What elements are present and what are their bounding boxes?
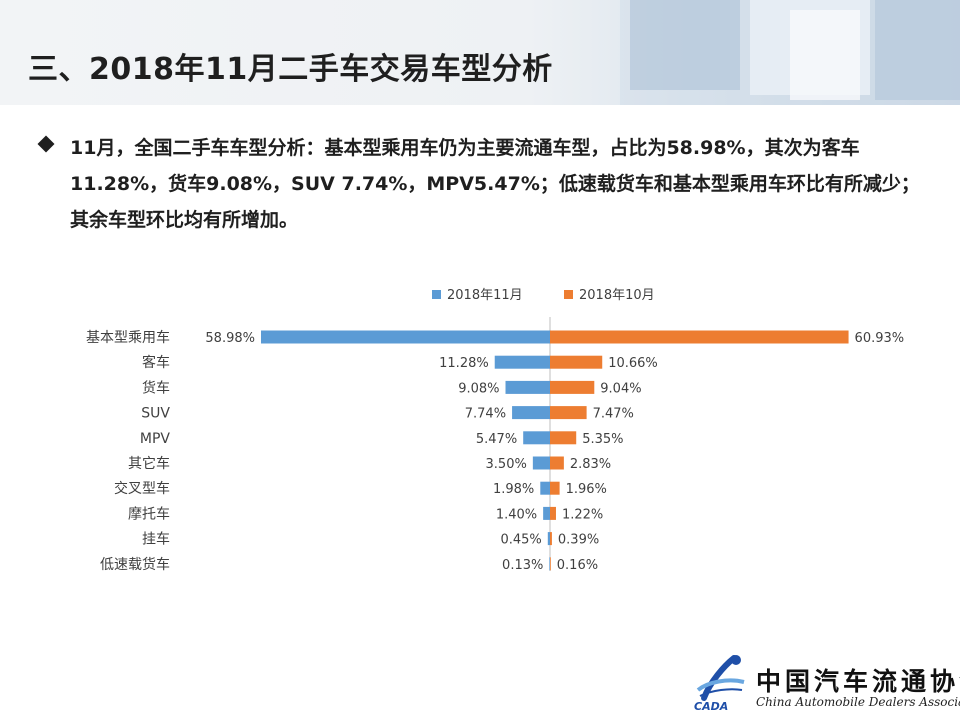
- bar-oct: [550, 481, 560, 495]
- data-label-nov: 0.13%: [502, 558, 543, 573]
- bar-nov: [543, 506, 550, 520]
- bar-oct: [550, 380, 595, 394]
- bar-oct: [550, 532, 552, 546]
- bar-oct: [550, 456, 564, 470]
- data-label-nov: 9.08%: [458, 381, 499, 396]
- data-label-oct: 9.04%: [600, 381, 641, 396]
- logo-text: CADA: [694, 700, 728, 712]
- data-label-nov: 1.98%: [493, 482, 534, 497]
- data-label-nov: 58.98%: [205, 331, 255, 346]
- bar-nov: [505, 380, 550, 394]
- bar-nov: [260, 330, 550, 344]
- data-label-nov: 11.28%: [439, 356, 489, 371]
- category-label: 基本型乘用车: [86, 329, 170, 346]
- legend-swatch-1: [564, 290, 573, 299]
- data-label-oct: 0.16%: [557, 558, 598, 573]
- category-label: MPV: [140, 431, 171, 447]
- bar-nov: [547, 532, 550, 546]
- bar-oct: [550, 431, 577, 445]
- summary-text: 11月，全国二手车车型分析：基本型乘用车仍为主要流通车型，占比为58.98%，其…: [70, 137, 920, 231]
- category-label: 交叉型车: [114, 480, 170, 497]
- data-label-oct: 10.66%: [608, 356, 658, 371]
- bar-nov: [523, 431, 550, 445]
- bar-nov: [494, 355, 550, 369]
- header-decoration: [620, 0, 960, 105]
- category-label: 货车: [142, 379, 170, 396]
- legend-label-1: 2018年10月: [579, 288, 655, 303]
- bar-nov: [549, 557, 550, 571]
- data-label-nov: 0.45%: [500, 533, 541, 548]
- data-label-nov: 5.47%: [476, 432, 517, 447]
- category-label: 挂车: [142, 531, 170, 548]
- bar-nov: [540, 481, 550, 495]
- category-label: 低速载货车: [100, 556, 170, 573]
- category-label: 其它车: [128, 455, 170, 472]
- bar-oct: [550, 406, 587, 420]
- bar-oct: [550, 557, 551, 571]
- bar-nov: [532, 456, 550, 470]
- data-label-oct: 0.39%: [558, 533, 599, 548]
- category-label: 客车: [142, 354, 170, 371]
- header-banner: 三、2018年11月二手车交易车型分析: [0, 0, 960, 105]
- legend-label-0: 2018年11月: [447, 288, 523, 303]
- data-label-oct: 60.93%: [855, 331, 905, 346]
- data-label-oct: 1.22%: [562, 507, 603, 522]
- data-label-oct: 2.83%: [570, 457, 611, 472]
- data-label-nov: 3.50%: [486, 457, 527, 472]
- data-label-nov: 7.74%: [465, 407, 506, 422]
- org-name-en: China Automobile Dealers Association: [756, 695, 960, 709]
- bar-oct: [550, 355, 603, 369]
- data-label-nov: 1.40%: [496, 507, 537, 522]
- data-label-oct: 1.96%: [566, 482, 607, 497]
- org-name-cn: 中国汽车流通协会: [756, 667, 960, 696]
- category-label: 摩托车: [128, 505, 170, 522]
- category-label: SUV: [141, 406, 170, 422]
- page-title: 三、2018年11月二手车交易车型分析: [28, 52, 553, 87]
- cada-logo-icon: CADA: [694, 655, 745, 712]
- diamond-bullet-icon: [37, 135, 55, 153]
- data-label-oct: 7.47%: [593, 407, 634, 422]
- legend-swatch-0: [432, 290, 441, 299]
- bar-oct: [550, 506, 556, 520]
- bar-oct: [550, 330, 849, 344]
- bar-nov: [512, 406, 550, 420]
- data-label-oct: 5.35%: [582, 432, 623, 447]
